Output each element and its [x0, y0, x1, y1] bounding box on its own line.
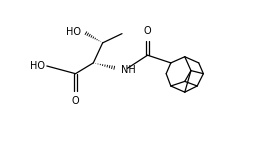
Text: NH: NH	[121, 65, 136, 75]
Text: O: O	[72, 96, 79, 106]
Text: O: O	[144, 26, 151, 36]
Text: HO: HO	[30, 61, 45, 71]
Text: HO: HO	[66, 27, 81, 37]
